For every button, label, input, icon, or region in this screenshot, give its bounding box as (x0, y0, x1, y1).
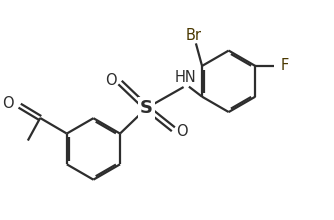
Text: O: O (2, 96, 14, 111)
Text: O: O (177, 124, 188, 139)
Text: HN: HN (175, 70, 196, 85)
Text: S: S (140, 99, 153, 117)
Text: O: O (105, 73, 117, 88)
Text: Br: Br (186, 28, 202, 43)
Text: F: F (281, 59, 289, 73)
